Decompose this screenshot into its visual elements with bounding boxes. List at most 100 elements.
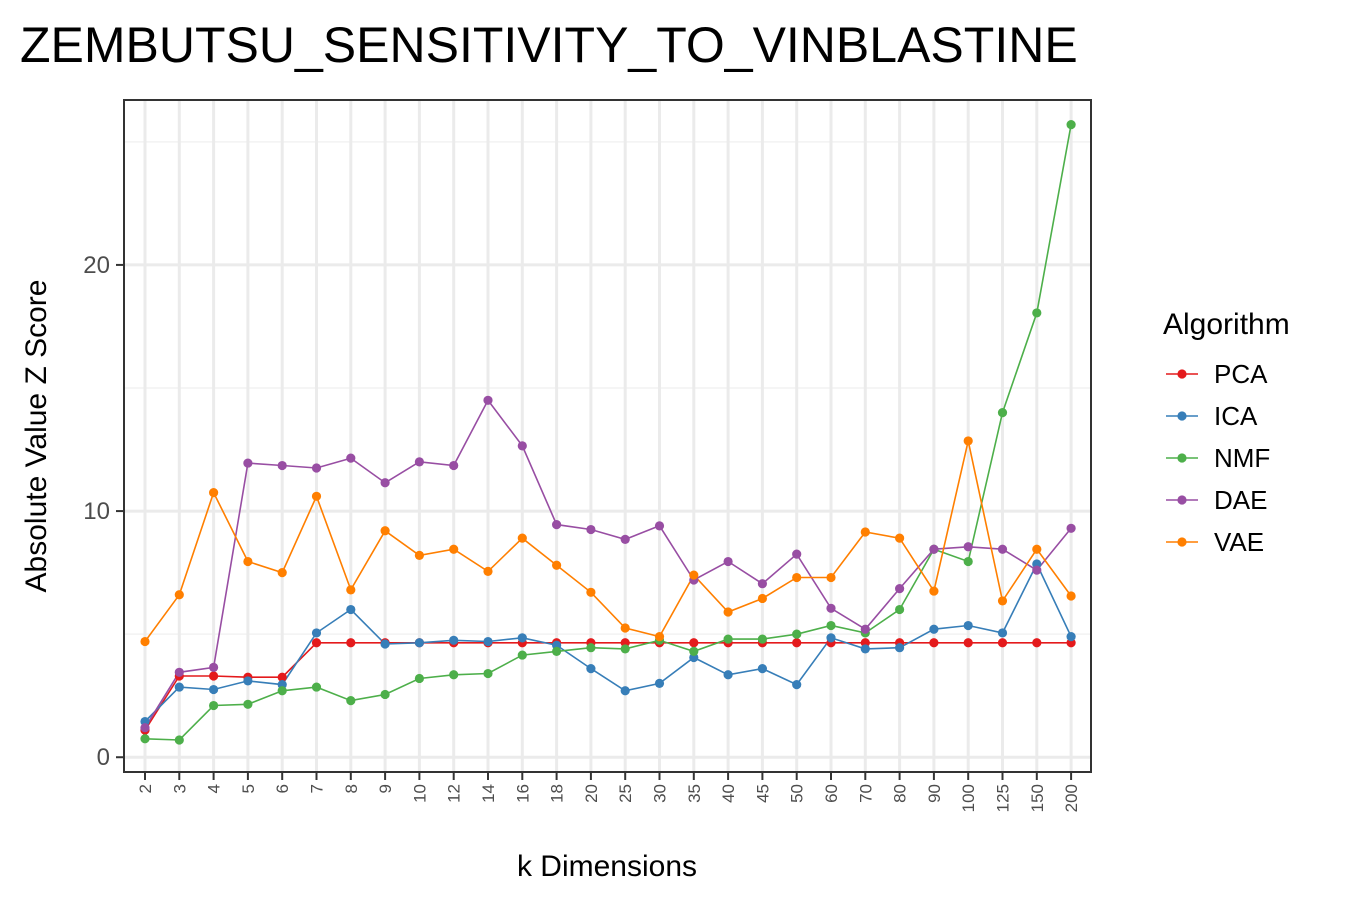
data-point-vae <box>757 593 768 604</box>
data-point-nmf <box>140 734 150 744</box>
data-point-dae <box>963 542 973 552</box>
data-point-ica <box>449 635 459 645</box>
x-axis-title: k Dimensions <box>517 850 697 883</box>
data-point-pca <box>929 638 939 648</box>
data-point-nmf <box>963 556 973 567</box>
data-point-nmf <box>209 700 219 711</box>
data-point-pca <box>311 638 322 648</box>
data-point-dae <box>1066 523 1076 533</box>
data-point-nmf <box>277 686 287 696</box>
x-tick-label: 35 <box>685 784 704 803</box>
chart-title: ZEMBUTSU_SENSITIVITY_TO_VINBLASTINE <box>20 17 1078 73</box>
data-point-dae <box>1032 565 1042 575</box>
legend-title: Algorithm <box>1163 308 1290 341</box>
data-point-vae <box>209 488 219 498</box>
y-tick-label: 20 <box>83 252 110 279</box>
data-point-vae <box>997 596 1008 606</box>
data-point-ica <box>346 604 356 615</box>
legend-label-dae: DAE <box>1214 485 1267 515</box>
data-point-dae <box>552 520 562 530</box>
x-tick-label: 4 <box>205 784 224 793</box>
data-point-vae <box>826 572 836 583</box>
series-line-vae <box>144 440 1072 642</box>
data-point-nmf <box>826 620 836 631</box>
data-point-pca <box>997 638 1008 648</box>
data-point-vae <box>552 560 562 570</box>
data-point-nmf <box>757 634 768 644</box>
data-point-ica <box>1066 632 1076 642</box>
data-point-nmf <box>1066 120 1076 130</box>
x-tick-label: 6 <box>273 784 292 793</box>
data-point-nmf <box>586 643 596 653</box>
data-point-ica <box>654 678 665 688</box>
data-point-dae <box>209 662 219 672</box>
legend-key-point-dae <box>1177 495 1187 505</box>
data-point-dae <box>895 584 905 594</box>
data-point-vae <box>929 586 939 596</box>
data-point-dae <box>654 521 665 531</box>
legend-label-vae: VAE <box>1214 527 1264 557</box>
data-point-dae <box>140 723 150 733</box>
data-point-vae <box>277 568 287 578</box>
data-point-vae <box>483 566 493 576</box>
data-point-nmf <box>346 696 356 706</box>
data-point-nmf <box>723 634 733 644</box>
data-point-nmf <box>517 650 527 660</box>
data-point-ica <box>174 682 184 692</box>
data-point-dae <box>449 460 459 471</box>
x-tick-label: 2 <box>136 784 155 793</box>
x-tick-label: 12 <box>445 784 464 803</box>
data-point-dae <box>174 667 184 677</box>
x-tick-label: 9 <box>376 784 395 793</box>
data-point-ica <box>723 670 733 680</box>
x-tick-label: 125 <box>994 784 1013 812</box>
data-point-dae <box>620 534 630 544</box>
x-tick-label: 7 <box>308 784 327 793</box>
data-point-ica <box>620 686 630 696</box>
data-point-ica <box>311 628 322 638</box>
data-point-ica <box>929 624 939 634</box>
x-tick-label: 14 <box>479 784 498 803</box>
x-tick-label: 100 <box>959 784 978 812</box>
data-point-vae <box>517 533 527 543</box>
y-axis: 0 10 20 <box>83 252 124 771</box>
data-point-dae <box>723 556 733 567</box>
data-point-dae <box>243 458 253 468</box>
x-tick-label: 50 <box>788 784 807 803</box>
data-point-vae <box>140 636 150 647</box>
data-point-nmf <box>997 408 1008 418</box>
series-lines <box>144 124 1072 741</box>
data-point-nmf <box>552 646 562 656</box>
y-tick-label: 10 <box>83 498 110 525</box>
data-point-ica <box>586 664 596 674</box>
series-line-dae <box>144 398 1072 729</box>
data-point-dae <box>792 549 802 559</box>
data-point-nmf <box>311 682 322 692</box>
x-tick-label: 70 <box>856 784 875 803</box>
data-point-nmf <box>174 735 184 745</box>
data-point-ica <box>963 620 973 631</box>
data-point-nmf <box>449 670 459 680</box>
data-point-dae <box>929 544 939 554</box>
y-tick-label: 0 <box>97 744 110 771</box>
data-point-pca <box>792 638 802 648</box>
data-point-ica <box>757 664 768 674</box>
legend-label-pca: PCA <box>1214 359 1268 389</box>
data-point-vae <box>243 556 253 567</box>
x-tick-label: 90 <box>925 784 944 803</box>
data-point-vae <box>620 623 630 633</box>
panel-border <box>123 99 1092 773</box>
data-point-vae <box>895 533 905 543</box>
x-tick-label: 60 <box>822 784 841 803</box>
data-point-nmf <box>689 646 699 656</box>
data-point-nmf <box>414 673 424 684</box>
x-tick-label: 25 <box>616 784 635 803</box>
data-point-dae <box>311 463 322 473</box>
x-tick-label: 20 <box>582 784 601 803</box>
data-point-nmf <box>620 644 630 654</box>
data-point-ica <box>895 643 905 653</box>
legend-label-ica: ICA <box>1214 401 1258 431</box>
x-tick-label: 45 <box>753 784 772 803</box>
legend-key-point-nmf <box>1177 453 1187 463</box>
